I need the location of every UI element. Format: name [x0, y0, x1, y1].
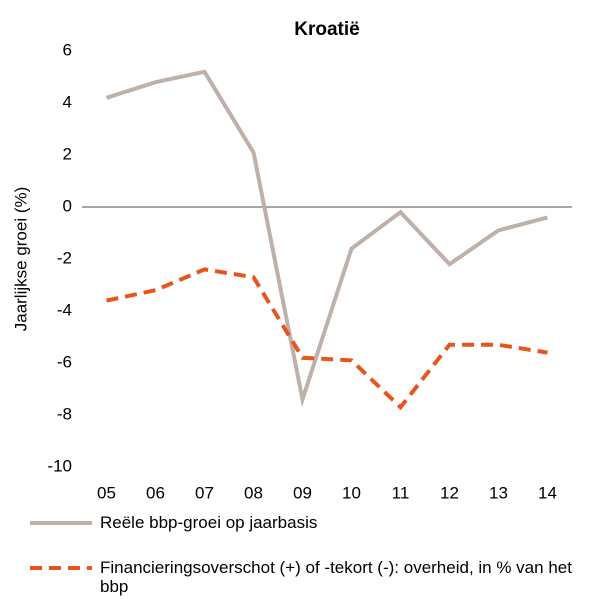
x-tick-label: 05	[97, 483, 116, 502]
series-line	[105, 69, 549, 408]
x-tick-label: 11	[392, 483, 410, 502]
y-tick-label: 0	[63, 196, 72, 215]
x-tick-label: 06	[146, 483, 165, 502]
chart: Kroatië Jaarlijkse groei (%) -10 -8 -6 -4 -2…	[11, 19, 572, 502]
y-axis-label: Jaarlijkse groei (%)	[11, 187, 30, 332]
x-tick-label: 12	[440, 483, 459, 502]
x-tick-label: 14	[538, 483, 557, 502]
y-tick-label: -8	[57, 404, 72, 423]
legend-item: Financieringsoverschot (+) of -tekort (-…	[30, 558, 590, 596]
x-tick-label: 08	[244, 483, 263, 502]
legend-swatch	[30, 566, 92, 570]
y-tick-label: 2	[63, 144, 72, 163]
y-tick-label: -4	[57, 300, 72, 319]
y-tick-label: -10	[47, 456, 72, 475]
y-tick-label: -2	[57, 248, 72, 267]
legend-item: Reële bbp-groei op jaarbasis	[30, 513, 590, 532]
x-tick-label: 09	[293, 483, 312, 502]
x-tick-label: 07	[195, 483, 214, 502]
y-tick-label: -6	[57, 352, 72, 371]
legend-label: Financieringsoverschot (+) of -tekort (-…	[100, 558, 572, 596]
y-tick-label: 4	[63, 92, 72, 111]
legend-swatch	[30, 521, 92, 525]
y-tick-label: 6	[63, 40, 72, 59]
legend-label: Reële bbp-groei op jaarbasis	[100, 513, 318, 532]
x-tick-label: 10	[342, 483, 361, 502]
chart-title: Kroatië	[294, 19, 359, 40]
series-line	[106, 267, 548, 411]
x-tick-label: 13	[489, 483, 508, 502]
